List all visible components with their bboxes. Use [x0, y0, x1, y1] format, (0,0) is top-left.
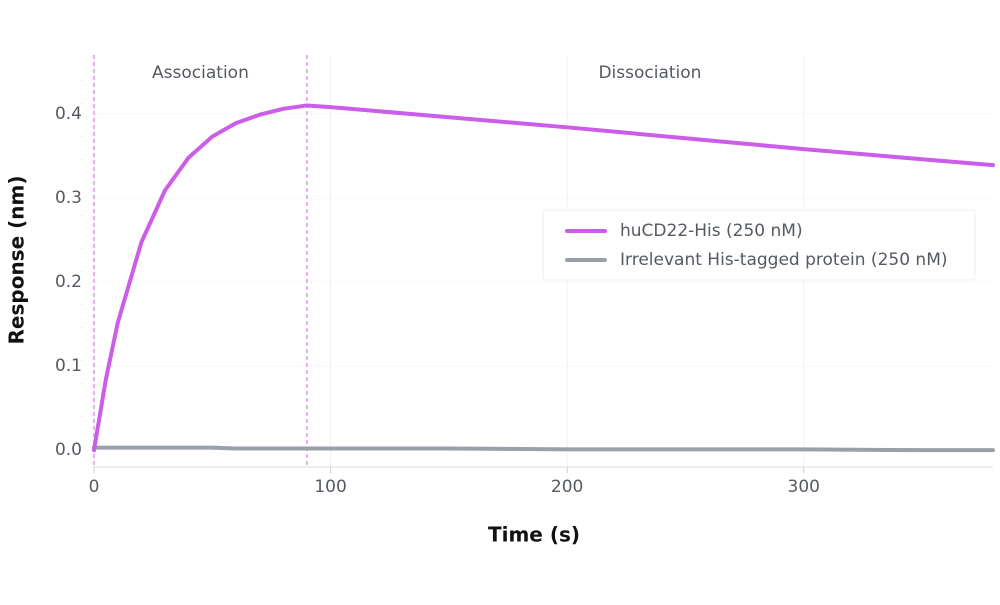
x-axis-title: Time (s) [488, 523, 580, 547]
data-line [92, 103, 995, 453]
y-axis-title: Response (nm) [5, 176, 29, 345]
y-tick-label: 0.0 [55, 440, 82, 460]
legend-label: huCD22-His (250 nM) [620, 221, 803, 241]
x-tick-label: 100 [314, 477, 346, 497]
data-line [92, 445, 995, 453]
x-tick-label: 200 [551, 477, 583, 497]
y-tick-label: 0.2 [55, 272, 82, 292]
phase-label: Dissociation [598, 63, 701, 83]
legend-box [542, 209, 976, 281]
y-tick-label: 0.3 [55, 188, 82, 208]
phase-label: Association [152, 63, 249, 83]
y-tick-label: 0.4 [55, 104, 82, 124]
legend-label: Irrelevant His-tagged protein (250 nM) [620, 250, 948, 270]
x-tick-label: 0 [89, 477, 100, 497]
y-tick-label: 0.1 [55, 356, 82, 376]
x-tick-label: 300 [788, 477, 820, 497]
